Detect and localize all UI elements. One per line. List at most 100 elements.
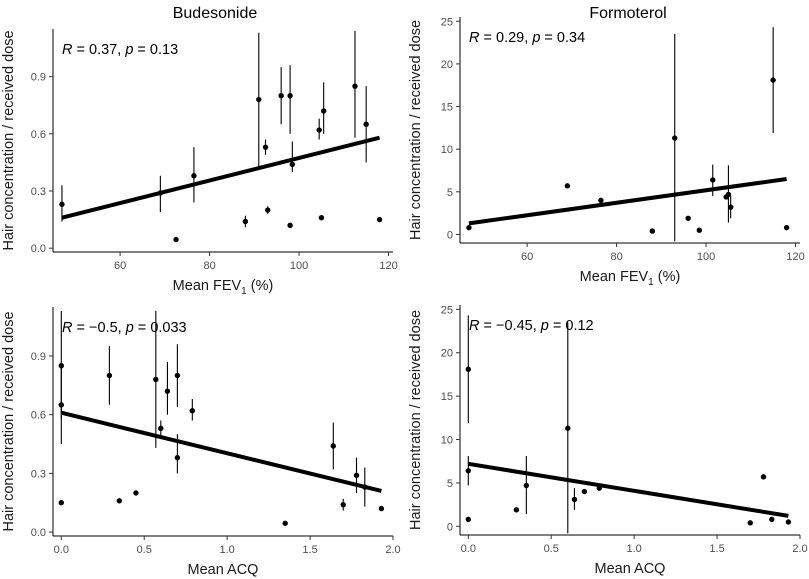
y-tick-label: 0.6 [31, 129, 46, 141]
x-tick-label: 2.0 [792, 543, 807, 555]
x-axis-label-main: Mean ACQ [595, 561, 666, 577]
y-axis-label: Hair concentration / received dose [1, 30, 17, 250]
x-tick-label: 1.5 [302, 544, 317, 556]
x-axis-label: Mean ACQ [595, 561, 666, 577]
x-axis-label-subscript: 1 [648, 277, 654, 288]
correlation-annotation: R = 0.37, p = 0.13 [62, 42, 178, 58]
x-tick-label: 0.0 [461, 543, 476, 555]
y-tick-label: 0.3 [31, 186, 46, 198]
data-point [330, 443, 336, 449]
x-tick-label: 120 [786, 251, 804, 263]
data-point [466, 224, 472, 231]
y-tick-label: 15 [441, 391, 453, 403]
annot-p-value: 0.34 [557, 30, 585, 46]
data-point [282, 520, 288, 526]
x-axis-label-main: Mean ACQ [188, 562, 259, 578]
data-point [465, 516, 471, 523]
annot-sep: , [524, 30, 532, 46]
x-tick-label: 1.0 [219, 544, 234, 556]
data-point [340, 501, 346, 508]
chart-panel-2: 60 80 100 120 0 5 10 15 20 25 Formoterol Mean FEV1 … [408, 5, 805, 288]
data-point [164, 388, 171, 394]
data-point [770, 77, 776, 83]
x-axis-label-subscript: 1 [241, 286, 247, 297]
y-tick-label: 0 [447, 521, 453, 533]
data-point [564, 183, 571, 189]
data-point [58, 402, 64, 408]
annot-r-symbol: R [62, 320, 73, 336]
y-tick-label: 10 [441, 435, 453, 447]
x-axis-label: Mean ACQ [188, 562, 259, 578]
data-point [353, 472, 360, 479]
data-point [649, 228, 656, 234]
x-tick-label: 60 [521, 251, 533, 263]
y-axis-label: Hair concentration / received dose [408, 310, 424, 530]
regression-line [61, 135, 381, 220]
data-point [287, 93, 293, 99]
data-point [289, 161, 296, 168]
data-point [287, 222, 293, 229]
data-point [278, 93, 284, 99]
y-axis-label: Hair concentration / received dose [408, 20, 424, 240]
y-tick-label: 25 [441, 304, 453, 316]
data-point [513, 507, 520, 513]
data-point [363, 121, 369, 127]
y-tick-label: 5 [447, 187, 453, 199]
data-point [174, 455, 181, 461]
data-point [362, 484, 368, 490]
data-point [106, 372, 113, 379]
annot-r-symbol: R [469, 30, 480, 46]
annot-equals: = [72, 42, 89, 58]
panel-title: Budesonide [173, 5, 258, 22]
data-point [727, 204, 734, 210]
y-tick-label: 0.9 [31, 351, 46, 363]
data-point [581, 488, 588, 495]
data-point [672, 135, 678, 141]
data-point [262, 144, 269, 150]
y-tick-label: 20 [441, 348, 453, 360]
annot-p-symbol: p [125, 320, 134, 336]
data-point [696, 227, 703, 233]
data-point [571, 496, 578, 503]
data-point [318, 214, 325, 221]
data-point [378, 505, 385, 512]
x-tick-label: 1.0 [626, 543, 641, 555]
annot-p-value: 0.12 [565, 318, 593, 334]
regression-line [468, 177, 787, 226]
data-point [747, 520, 753, 526]
annot-equals-2: = [134, 320, 151, 336]
x-tick-label: 100 [290, 260, 308, 272]
x-axis-label-suffix: (%) [247, 278, 274, 294]
y-tick-label: 5 [447, 478, 453, 490]
panel-title: Formoterol [589, 5, 666, 22]
annot-p-symbol: p [531, 30, 540, 46]
data-point [465, 366, 471, 372]
data-point [242, 218, 249, 225]
y-tick-label: 0.9 [31, 72, 46, 84]
y-tick-label: 15 [441, 102, 453, 114]
data-point [59, 201, 65, 208]
annot-r-symbol: R [469, 318, 480, 334]
data-point [376, 216, 383, 223]
y-tick-label: 0.6 [31, 410, 46, 422]
x-tick-label: 0.5 [544, 543, 559, 555]
data-point [316, 127, 322, 133]
x-tick-label: 80 [203, 260, 215, 272]
x-axis-label-main: Mean FEV [580, 269, 649, 285]
x-tick-label: 80 [610, 251, 622, 263]
correlation-annotation: R = −0.5, p = 0.033 [62, 320, 187, 336]
data-point [725, 191, 732, 198]
y-tick-label: 0 [447, 229, 453, 241]
chart-panel-3: 0.0 0.5 1.0 1.5 2.0 0.0 0.3 0.6 0.9 Mean ACQ Hair … [1, 307, 401, 578]
x-axis-label-suffix: (%) [654, 269, 681, 285]
annot-p-symbol: p [124, 42, 133, 58]
chart-panel-4: 0.0 0.5 1.0 1.5 2.0 0 5 10 15 20 25 Mean ACQ Hair co… [408, 304, 808, 577]
x-tick-label: 0.0 [54, 544, 69, 556]
x-axis-label-main: Mean FEV [173, 278, 242, 294]
annot-equals-2: = [540, 30, 557, 46]
annot-r-symbol: R [62, 42, 73, 58]
y-tick-label: 20 [441, 59, 453, 71]
data-point [596, 485, 603, 491]
data-point [783, 224, 790, 231]
data-point [710, 177, 716, 183]
